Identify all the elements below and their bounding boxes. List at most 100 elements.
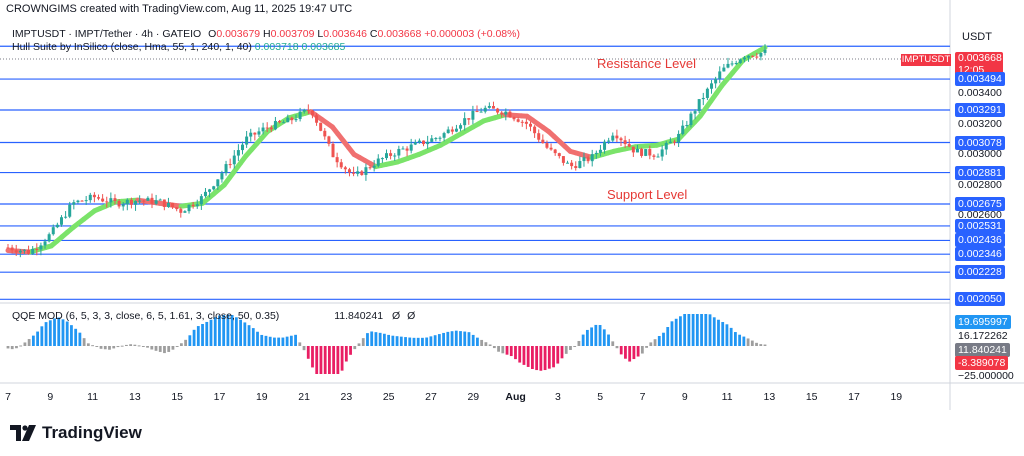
qqe-bar <box>522 346 526 365</box>
price-label-0: 0.003494 <box>955 72 1005 87</box>
qqe-bar <box>476 337 479 346</box>
qqe-label-1: 16.172262 <box>958 330 1008 342</box>
candle-body <box>138 200 142 202</box>
qqe-bar <box>226 314 230 346</box>
qqe-bar <box>408 337 412 346</box>
qqe-bar <box>429 336 433 346</box>
candle-body <box>306 109 310 111</box>
open-label: O <box>208 28 217 40</box>
date-label-8: 23 <box>340 391 353 403</box>
qqe-bar <box>298 342 302 346</box>
candle-body <box>310 110 314 116</box>
candle-body <box>755 56 759 58</box>
qqe-bar <box>382 333 386 346</box>
qqe-bar <box>332 346 336 374</box>
candle-body <box>701 97 705 100</box>
candle-body <box>405 148 409 151</box>
qqe-bar <box>649 342 653 346</box>
qqe-bar <box>146 346 149 348</box>
qqe-bar <box>125 344 128 346</box>
candle-body <box>615 135 619 139</box>
candle-body <box>598 149 602 153</box>
candle-body <box>331 143 335 158</box>
symbol-legend[interactable]: IMPTUSDT · IMPT/Tether · 4h · GATEIO O0.… <box>12 28 520 40</box>
qqe-bar <box>717 319 720 346</box>
qqe-label-2: 11.840241 <box>955 343 1010 357</box>
qqe-bar <box>163 346 166 354</box>
candle-body <box>298 111 302 120</box>
currency-label[interactable]: USDT <box>962 31 992 43</box>
qqe-bar <box>577 340 581 346</box>
qqe-bar <box>378 332 382 346</box>
qqe-bar <box>645 346 648 348</box>
qqe-bar <box>733 332 737 346</box>
change-value: +0.000003 (+0.08%) <box>424 28 520 40</box>
qqe-bar <box>150 346 154 350</box>
candle-body <box>187 204 191 212</box>
tradingview-logo-icon <box>10 425 36 441</box>
candle-body <box>319 122 323 131</box>
price-label-3: 0.003200 <box>958 117 1002 130</box>
candle-body <box>364 167 368 175</box>
qqe-bar <box>82 338 86 346</box>
candle-body <box>88 194 92 201</box>
candle-body <box>360 171 364 175</box>
symbol-tag: IMPTUSDT <box>901 54 951 66</box>
date-label-2: 11 <box>87 391 99 403</box>
low-label: L <box>317 28 324 40</box>
candle-body <box>64 216 68 218</box>
qqe-bar <box>53 318 56 346</box>
qqe-bar <box>306 346 310 359</box>
price-label-13: 0.002228 <box>955 265 1005 280</box>
candle-body <box>302 109 306 112</box>
candle-body <box>524 121 528 124</box>
qqe-bar <box>585 329 589 346</box>
candle-body <box>347 169 351 173</box>
qqe-label-4: −25.000000 <box>958 370 1014 382</box>
candle-body <box>459 125 463 129</box>
qqe-bar <box>446 331 450 346</box>
candle-body <box>142 200 146 202</box>
candle-body <box>475 111 479 113</box>
qqe-bar <box>247 325 251 346</box>
candle-body <box>742 57 746 60</box>
candle-body <box>681 125 685 134</box>
candle-body <box>438 137 442 139</box>
qqe-bar <box>700 314 703 346</box>
qqe-bar <box>99 346 103 349</box>
candle-body <box>203 191 207 197</box>
qqe-bar <box>679 316 682 346</box>
candle-body <box>282 122 286 124</box>
qqe-bar <box>213 317 217 346</box>
qqe-bar <box>361 338 365 346</box>
date-label-12: Aug <box>505 391 526 403</box>
candle-body <box>195 204 199 207</box>
candle-body <box>631 146 635 153</box>
candle-body <box>512 117 516 120</box>
qqe-legend[interactable]: QQE MOD (6, 5, 3, 3, close, 6, 5, 1.61, … <box>12 310 415 322</box>
candle-body <box>183 211 187 213</box>
candle-body <box>327 136 331 144</box>
candle-body <box>249 132 253 137</box>
qqe-bar <box>628 346 632 362</box>
qqe-bar <box>311 346 314 368</box>
qqe-bar <box>640 346 644 354</box>
qqe-bar <box>454 330 458 346</box>
qqe-bar <box>357 343 361 346</box>
candle-body <box>672 141 676 143</box>
visibility-icon[interactable]: Ø <box>392 310 401 322</box>
candle-body <box>105 201 109 203</box>
candle-body <box>216 179 220 187</box>
qqe-bar <box>344 346 348 362</box>
qqe-bar <box>205 321 209 346</box>
visibility-icon-2[interactable]: Ø <box>407 310 416 322</box>
indicator-legend[interactable]: Hull Suite by InSilico (close, Hma, 55, … <box>12 41 345 53</box>
qqe-bar <box>268 336 272 346</box>
candle-body <box>668 141 672 144</box>
price-label-1: 0.003400 <box>958 87 1002 100</box>
candle-body <box>747 55 751 58</box>
date-label-16: 9 <box>681 391 688 403</box>
candle-body <box>27 249 31 254</box>
candle-body <box>734 62 738 64</box>
candle-body <box>236 150 240 156</box>
